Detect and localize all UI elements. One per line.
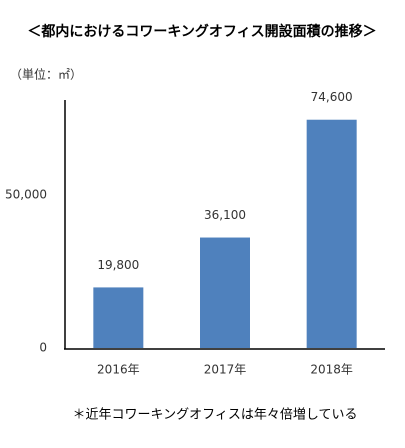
y-tick-label: 0: [39, 341, 47, 355]
value-label: 19,800: [97, 258, 139, 272]
x-tick-label: 2016年: [97, 363, 140, 377]
bar: [93, 287, 144, 348]
x-tick-label: 2017年: [204, 363, 247, 377]
x-tick-label: 2018年: [310, 363, 353, 377]
bar: [306, 119, 357, 348]
y-tick-label: 50,000: [5, 188, 47, 202]
unit-label: （単位：㎡）: [10, 67, 82, 82]
footnote: ＊近年コワーキングオフィスは年々倍増している: [73, 408, 358, 423]
value-label: 36,100: [204, 208, 246, 222]
value-label: 74,600: [311, 90, 353, 104]
chart-title: ＜都内におけるコワーキングオフィス開設面積の推移＞: [27, 23, 376, 40]
bar: [200, 237, 250, 348]
